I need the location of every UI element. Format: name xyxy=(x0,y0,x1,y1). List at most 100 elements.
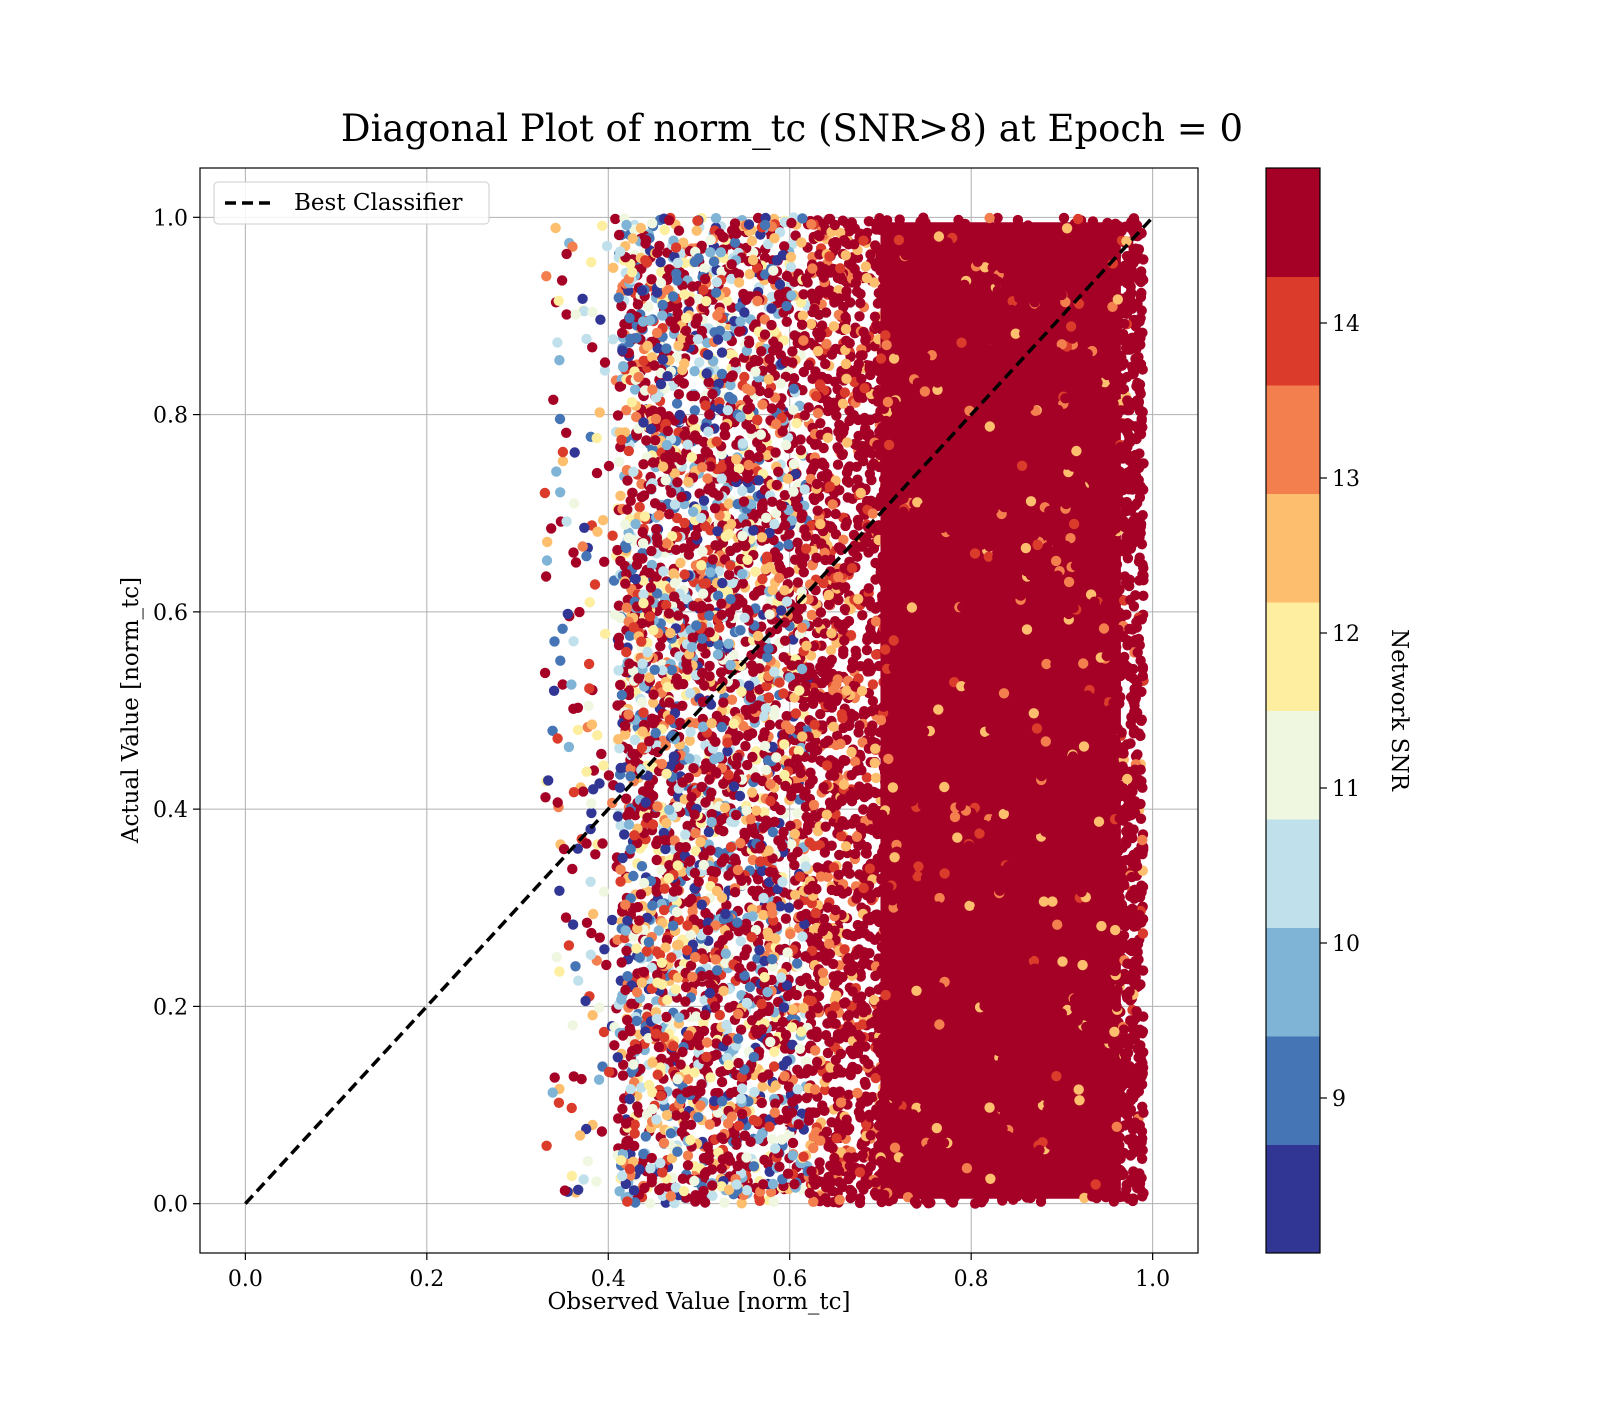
scatter-point xyxy=(554,296,564,306)
scatter-point xyxy=(651,728,661,738)
scatter-point xyxy=(712,310,722,320)
scatter-point xyxy=(845,461,855,471)
scatter-point xyxy=(813,346,823,356)
scatter-point xyxy=(752,1116,762,1126)
scatter-point xyxy=(645,1163,655,1173)
scatter-point xyxy=(739,828,749,838)
scatter-point xyxy=(746,961,756,971)
scatter-point xyxy=(614,230,624,240)
scatter-point xyxy=(613,811,623,821)
scatter-point xyxy=(685,930,695,940)
scatter-point xyxy=(782,1056,792,1066)
scatter-point xyxy=(788,405,798,415)
scatter-point xyxy=(766,320,776,330)
scatter-point xyxy=(548,395,558,405)
scatter-point xyxy=(811,553,821,563)
scatter-point xyxy=(796,1027,806,1037)
scatter-point xyxy=(800,410,810,420)
scatter-point xyxy=(633,372,643,382)
scatter-point xyxy=(801,1068,811,1078)
scatter-point xyxy=(561,428,571,438)
scatter-point xyxy=(587,307,597,317)
scatter-point xyxy=(759,972,769,982)
scatter-point xyxy=(567,864,577,874)
scatter-point xyxy=(855,350,865,360)
scatter-point xyxy=(847,1062,857,1072)
scatter-point xyxy=(820,738,830,748)
scatter-point xyxy=(672,398,682,408)
scatter-point xyxy=(777,1134,787,1144)
scatter-point xyxy=(766,902,776,912)
scatter-point xyxy=(614,457,624,467)
scatter-point xyxy=(865,370,875,380)
scatter-point xyxy=(583,701,593,711)
scatter-point xyxy=(825,949,835,959)
scatter-point xyxy=(851,278,861,288)
scatter-point xyxy=(602,241,612,251)
scatter-point xyxy=(812,1057,822,1067)
scatter-point xyxy=(584,659,594,669)
scatter-point xyxy=(708,554,718,564)
scatter-point xyxy=(566,679,576,689)
scatter-point xyxy=(798,311,808,321)
scatter-point xyxy=(799,701,809,711)
scatter-point xyxy=(724,392,734,402)
scatter-point xyxy=(622,475,632,485)
scatter-point xyxy=(792,502,802,512)
scatter-point xyxy=(567,1171,577,1181)
scatter-point xyxy=(839,944,849,954)
scatter-point xyxy=(683,440,693,450)
scatter-point xyxy=(540,488,550,498)
scatter-point xyxy=(574,607,584,617)
scatter-point xyxy=(753,586,763,596)
scatter-point xyxy=(594,1003,604,1013)
scatter-point xyxy=(741,1152,751,1162)
scatter-point xyxy=(597,838,607,848)
scatter-point xyxy=(542,537,552,547)
scatter-point xyxy=(604,461,614,471)
scatter-point xyxy=(638,538,648,548)
scatter-point xyxy=(807,263,817,273)
scatter-point xyxy=(704,774,714,784)
scatter-point xyxy=(824,590,834,600)
scatter-point xyxy=(549,686,559,696)
scatter-point xyxy=(870,312,880,322)
scatter-point xyxy=(790,829,800,839)
scatter-point xyxy=(628,1059,638,1069)
scatter-point xyxy=(625,771,635,781)
scatter-point xyxy=(639,967,649,977)
scatter-point xyxy=(768,345,778,355)
scatter-point xyxy=(733,865,743,875)
scatter-point xyxy=(757,1024,767,1034)
scatter-point xyxy=(660,225,670,235)
scatter-point xyxy=(578,786,588,796)
scatter-point xyxy=(661,1012,671,1022)
scatter-point xyxy=(839,235,849,245)
scatter-point xyxy=(652,328,662,338)
scatter-point xyxy=(820,359,830,369)
scatter-point xyxy=(641,435,651,445)
scatter-point xyxy=(616,1155,626,1165)
scatter-point xyxy=(590,849,600,859)
scatter-point xyxy=(801,531,811,541)
scatter-point xyxy=(555,487,565,497)
scatter-point xyxy=(811,1027,821,1037)
scatter-point xyxy=(753,631,763,641)
scatter-point xyxy=(718,779,728,789)
scatter-point xyxy=(725,546,735,556)
scatter-point xyxy=(747,787,757,797)
scatter-point xyxy=(627,1046,637,1056)
scatter-point xyxy=(587,719,597,729)
scatter-point xyxy=(840,604,850,614)
scatter-point xyxy=(871,773,881,783)
scatter-point xyxy=(729,781,739,791)
scatter-point xyxy=(627,397,637,407)
scatter-point xyxy=(665,714,675,724)
scatter-point xyxy=(784,903,794,913)
scatter-point xyxy=(845,338,855,348)
scatter-point xyxy=(861,261,871,271)
scatter-point xyxy=(617,1104,627,1114)
scatter-point xyxy=(621,543,631,553)
scatter-point xyxy=(747,886,757,896)
scatter-point xyxy=(613,665,623,675)
